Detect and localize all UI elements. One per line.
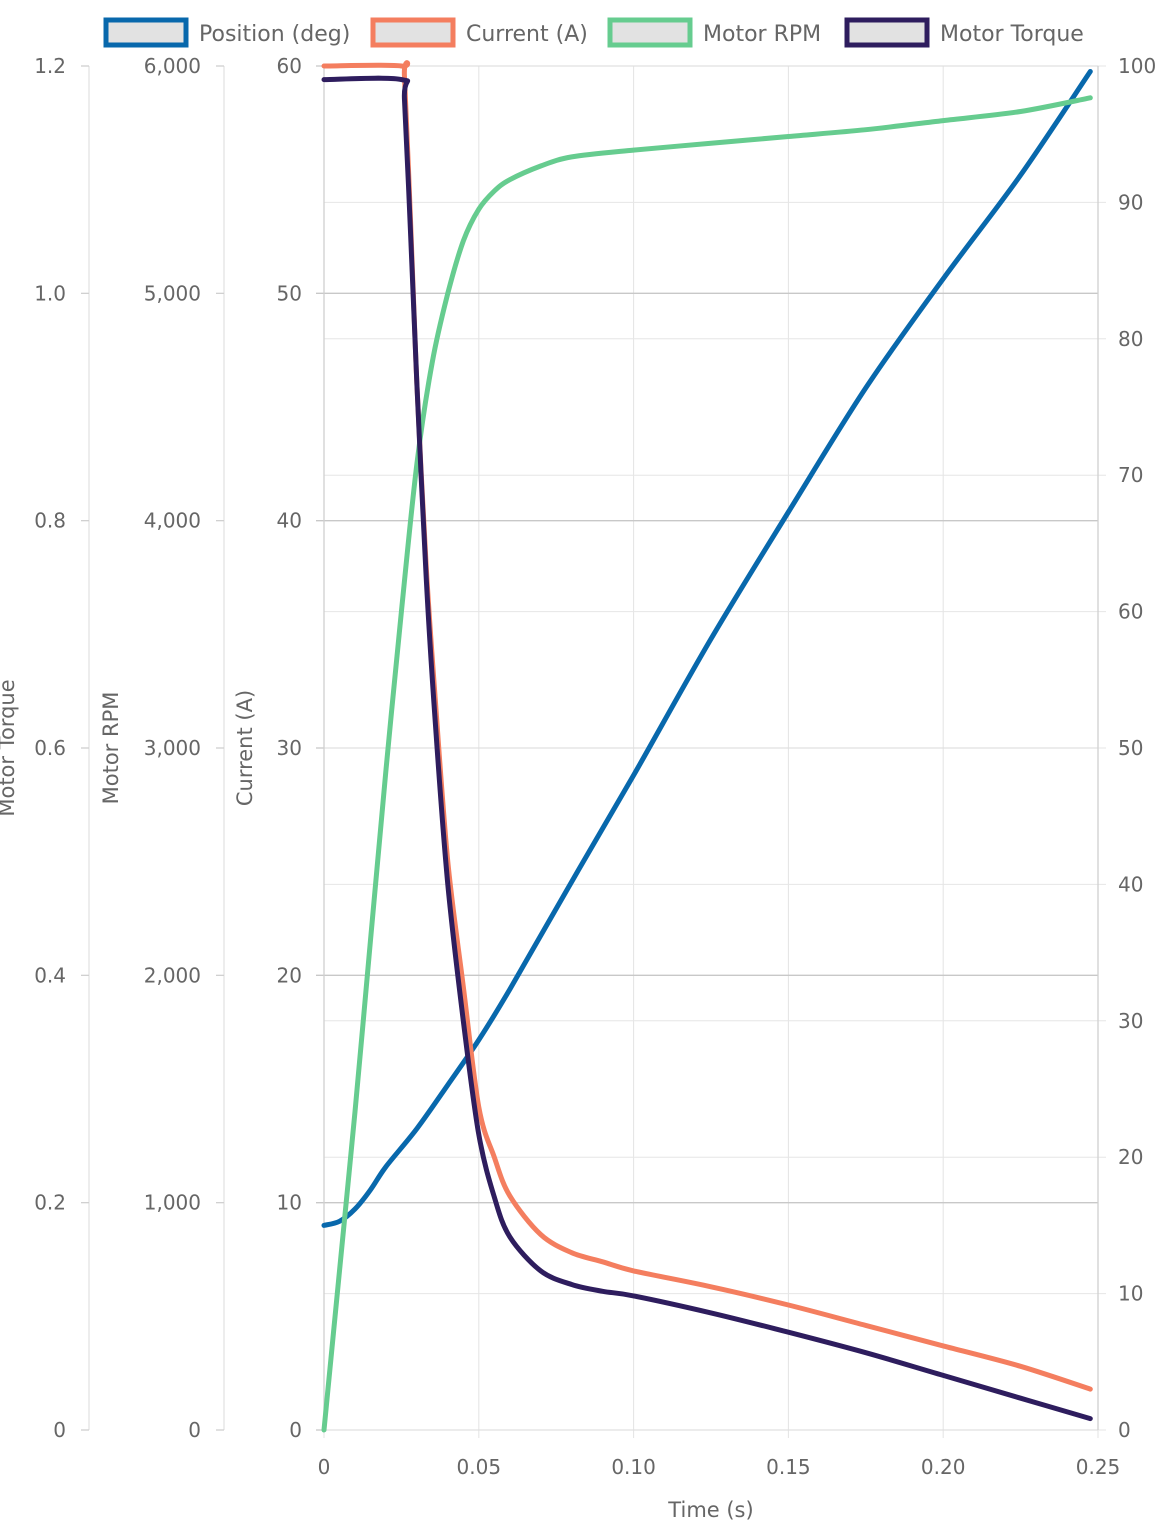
torque-tick-label: 1.0	[34, 281, 66, 305]
position-tick-label: 70	[1118, 463, 1143, 487]
legend-label: Motor Torque	[940, 22, 1084, 47]
legend-item-motor-rpm[interactable]: Motor RPM	[607, 17, 821, 48]
x-tick-label: 0.20	[921, 1455, 966, 1479]
legend-swatch	[103, 17, 189, 48]
x-tick-label: 0.05	[457, 1455, 502, 1479]
rpm-tick-label: 6,000	[144, 54, 201, 78]
current-tick-label: 30	[277, 736, 302, 760]
current-tick-label: 10	[277, 1191, 302, 1215]
legend-item-motor-torque[interactable]: Motor Torque	[844, 17, 1084, 48]
legend-label: Position (deg)	[199, 22, 350, 47]
series-line-current-a	[321, 60, 1093, 1392]
rpm-axis-title: Motor RPM	[99, 692, 123, 805]
rpm-tick-label: 4,000	[144, 509, 201, 533]
torque-tick-label: 0.8	[34, 509, 66, 533]
grid	[316, 65, 1106, 1438]
torque-tick-label: 0.4	[34, 963, 66, 987]
rpm-tick-label: 0	[188, 1418, 201, 1442]
current-tick-label: 0	[289, 1418, 302, 1442]
legend-label: Current (A)	[466, 22, 588, 47]
legend[interactable]: Position (deg) Current (A) Motor RPM Motor …	[103, 17, 1084, 48]
x-tick-label: 0.15	[766, 1455, 811, 1479]
legend-label: Motor RPM	[703, 22, 821, 47]
torque-tick-label: 0.2	[34, 1191, 66, 1215]
current-tick-label: 60	[277, 54, 302, 78]
torque-axis-title: Motor Torque	[0, 679, 19, 816]
rpm-tick-label: 3,000	[144, 736, 201, 760]
position-tick-label: 60	[1118, 600, 1143, 624]
current-tick-label: 20	[277, 963, 302, 987]
position-tick-label: 10	[1118, 1282, 1143, 1306]
torque-tick-label: 0	[53, 1418, 66, 1442]
legend-item-position-deg[interactable]: Position (deg)	[103, 17, 350, 48]
series	[321, 60, 1093, 1433]
torque-tick-label: 0.6	[34, 736, 66, 760]
torque-tick-label: 1.2	[34, 54, 66, 78]
x-axis-title: Time (s)	[667, 1498, 753, 1522]
axes: 0 0.05 0.10 0.15 0.20 0.250102030405060010203…	[0, 54, 1156, 1479]
position-tick-label: 100	[1118, 54, 1156, 78]
position-tick-label: 0	[1118, 1418, 1131, 1442]
rpm-tick-label: 1,000	[144, 1191, 201, 1215]
legend-swatch	[607, 17, 693, 48]
x-tick-label: 0	[318, 1455, 331, 1479]
legend-swatch	[370, 17, 456, 48]
x-tick-label: 0.25	[1076, 1455, 1121, 1479]
position-tick-label: 40	[1118, 872, 1143, 896]
current-axis-title: Current (A)	[233, 690, 257, 806]
position-tick-label: 50	[1118, 736, 1143, 760]
position-tick-label: 90	[1118, 190, 1143, 214]
legend-swatch	[844, 17, 930, 48]
position-tick-label: 80	[1118, 327, 1143, 351]
rpm-tick-label: 2,000	[144, 963, 201, 987]
position-tick-label: 30	[1118, 1009, 1143, 1033]
legend-item-current-a[interactable]: Current (A)	[370, 17, 588, 48]
series-line-position-deg	[321, 69, 1093, 1228]
x-tick-label: 0.10	[611, 1455, 656, 1479]
current-tick-label: 40	[277, 509, 302, 533]
series-line-motor-rpm	[321, 95, 1093, 1433]
series-line-motor-torque	[321, 75, 1093, 1422]
current-tick-label: 50	[277, 281, 302, 305]
position-tick-label: 20	[1118, 1145, 1143, 1169]
rpm-tick-label: 5,000	[144, 281, 201, 305]
